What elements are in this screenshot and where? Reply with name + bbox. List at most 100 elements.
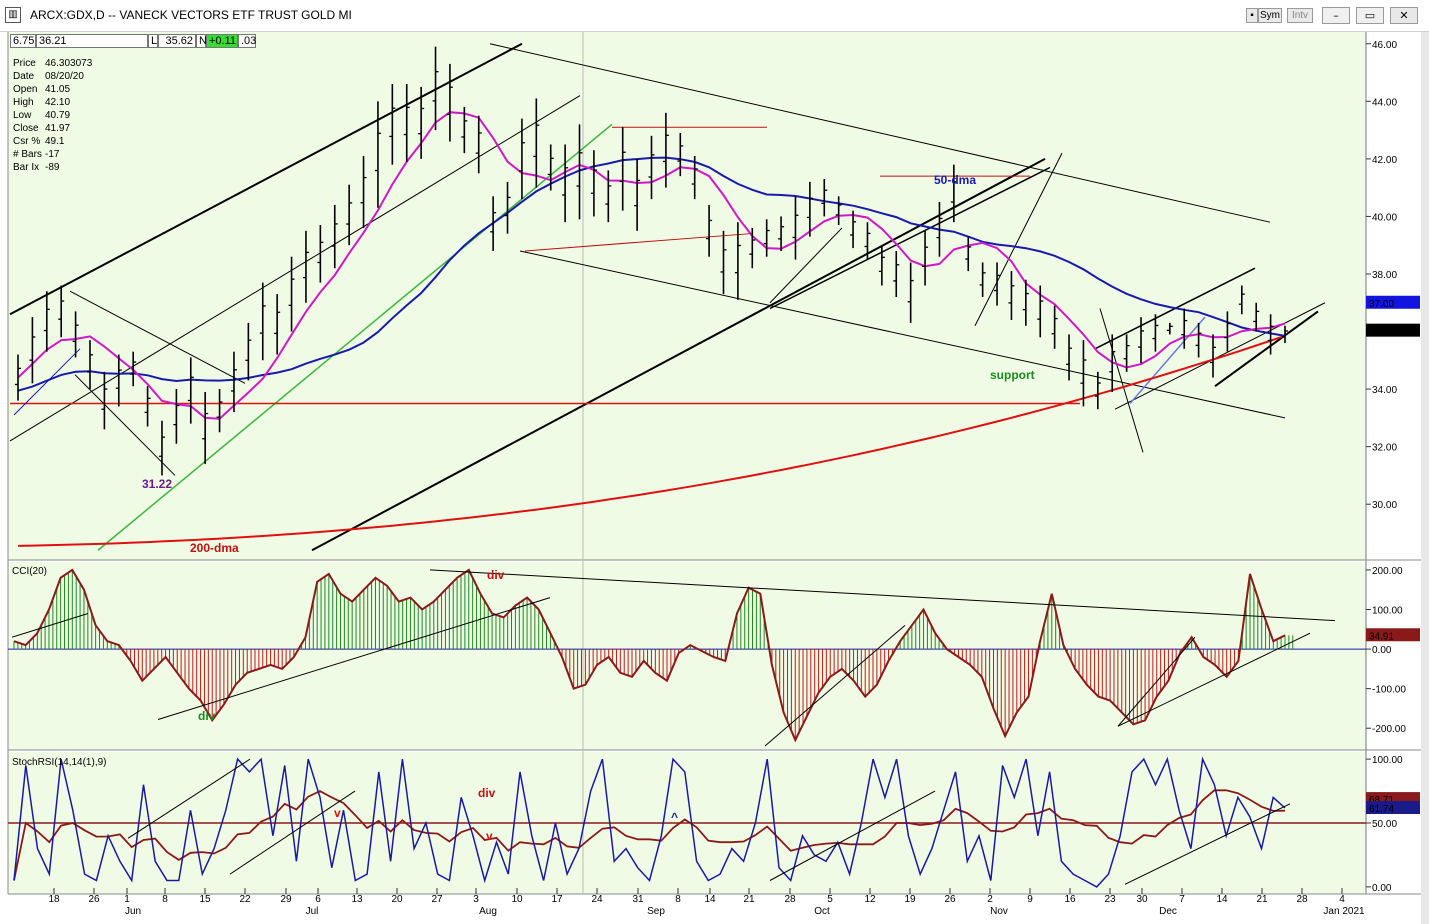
sept-channel-top [769,166,1051,310]
stoch-tag-text: 61.74 [1369,804,1394,815]
info-row: Date 08/20/20 [13,70,92,83]
cci-tick-label: 200.00 [1372,566,1403,577]
day-label: 4 [1339,894,1345,905]
price-bar [1224,311,1231,352]
info-key: Price [13,58,36,69]
price-bar [792,196,799,260]
price-tick-label: 46.00 [1372,40,1397,51]
chart-area: 46.0044.0042.0040.0038.0036.0034.0032.00… [7,32,1429,924]
price-bar [1152,314,1159,352]
price-bar [216,389,223,433]
day-label: 5 [827,894,833,905]
june-dashed-line [13,348,81,416]
price-bar [173,389,180,444]
info-row: Low 40.79 [13,109,92,122]
info-value: 41.97 [45,123,71,134]
info-key: Date [13,71,35,82]
price-bar [1080,340,1087,407]
info-row: Close 41.97 [13,122,92,135]
price-bar [1166,322,1173,335]
stoch-tick-label: 0.00 [1372,883,1392,894]
price-bar [58,285,65,338]
stoch-panel-label: StochRSI(14,14(1),9) [12,757,107,768]
data-window: Price 46.303073 Date 08/20/20 Open 41.05 High 4… [13,57,92,174]
intv-button[interactable]: Intv [1287,8,1313,23]
price-bar [590,150,597,217]
price-bar [533,98,540,188]
day-label: 26 [944,894,956,905]
sept-bounce-line [769,227,843,304]
stoch-tag: 61.74 [1366,800,1420,815]
cci-dec-line [1117,632,1311,727]
change-field: +0.11 [206,34,238,48]
price-bar [734,222,741,300]
price-bar [763,219,770,257]
month-label: Jan 2021 [1323,906,1365,917]
cci-tag: 34.91 [1366,628,1420,642]
cci-panel-label: CCI(20) [12,566,47,577]
descending-support [519,250,1286,419]
info-row: Price 46.303073 [13,57,92,70]
cci-tick-label: -100.00 [1372,685,1406,696]
day-label: 19 [904,894,916,905]
price-bar [144,386,151,427]
cci-nov-line [1117,636,1196,727]
info-row: Csr % 49.1 [13,135,92,148]
june-resistance [69,290,246,384]
price-tag: 36.03 [1366,323,1420,338]
day-label: 31 [632,894,644,905]
price-bar [864,222,871,260]
close-icon[interactable]: ✕ [1390,7,1418,24]
price-tick-label: 30.00 [1372,500,1397,511]
sym-link-icon[interactable]: ▪ [1246,8,1258,23]
stoch-tag-bg [1366,800,1420,814]
price-bar [1181,308,1188,349]
price-bar [965,236,972,272]
stoch-div-label: div [478,786,496,800]
price-tag-text: 36.03 [1369,327,1394,338]
info-value: 08/20/20 [45,71,84,82]
day-label: 20 [391,894,403,905]
price-bar [432,46,439,131]
day-label: 14 [704,894,716,905]
price-bars [15,46,1288,476]
info-key: Close [13,123,39,134]
info-value: -17 [45,149,60,160]
month-label: Sep [647,906,665,917]
low-field: 35.62 [158,34,196,48]
stoch-signal-tag-text: 68.71 [1369,795,1394,806]
stoch-tick-label: 100.00 [1372,755,1403,766]
day-label: 14 [1216,894,1228,905]
price-bar [1253,302,1260,332]
day-label: 29 [280,894,292,905]
stoch-tick-label: 50.00 [1372,819,1397,830]
minimize-icon[interactable]: – [1322,7,1350,24]
price-tick-label: 38.00 [1372,270,1397,281]
price-bar [1094,371,1101,410]
price-bar [403,84,410,162]
day-label: 3 [473,894,479,905]
date-axis: 18 26 1 8 15 22 29 6 13 20 27 3 10 17 24 31 8 14 21 28 5 12 19… [48,888,1365,917]
cci-tick-label: -200.00 [1372,724,1406,735]
day-label: 18 [48,894,60,905]
sym-button[interactable]: Sym [1258,8,1282,23]
day-label: 8 [675,894,681,905]
info-value: -89 [45,162,60,173]
info-key: # Bars [13,149,42,160]
price-bar [1138,317,1145,364]
price-bar [288,256,295,332]
restore-icon[interactable]: ▭ [1356,7,1384,24]
stoch-june-line [127,758,251,839]
price-bar [648,135,655,200]
support-label: support [990,368,1035,382]
n-label: N [196,34,207,48]
green-trendline [97,123,613,551]
day-label: 17 [551,894,563,905]
price-bar [389,84,396,165]
stoch-dec-line [1124,803,1291,885]
cci-tag-bg [1366,628,1420,642]
window-title: ARCX:GDX,D -- VANECK VECTORS ETF TRUST G… [30,8,352,22]
month-label: Aug [479,906,497,917]
cci-line [13,568,1286,743]
lower-channel-line [311,157,1046,552]
